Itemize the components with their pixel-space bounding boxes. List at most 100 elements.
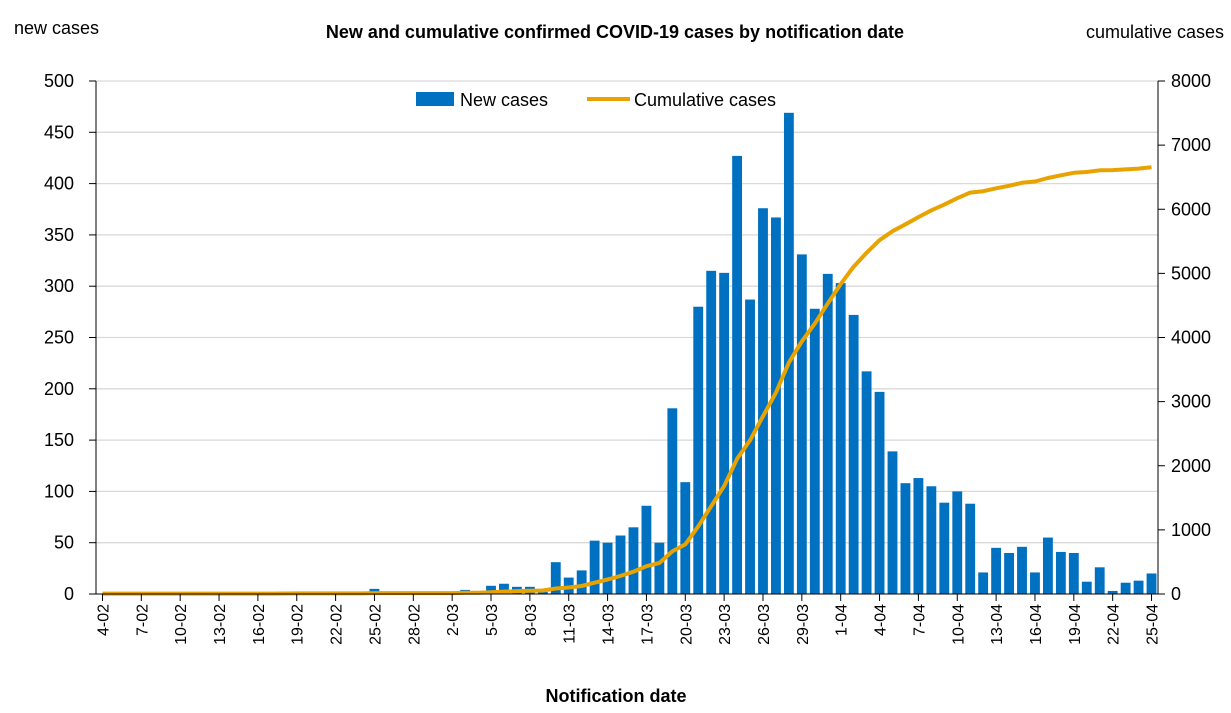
bar-new-cases — [1030, 572, 1040, 594]
right-tick-label: 4000 — [1171, 328, 1211, 348]
legend-label-new-cases: New cases — [460, 90, 548, 110]
bar-new-cases — [550, 562, 561, 594]
bar-new-cases — [1120, 582, 1131, 594]
x-tick-label: 13-04 — [989, 604, 1006, 645]
cumulative-cases-line — [102, 165, 1152, 596]
x-ticks: 4-02 7-02 10-02 13-02 16-02 19-02 22-02 25-02 28… — [96, 604, 1162, 645]
left-tick-label: 350 — [44, 225, 74, 245]
bar-new-cases — [719, 272, 730, 594]
x-tick-label: 23-03 — [717, 604, 734, 645]
x-tick-label: 1-04 — [834, 604, 851, 636]
x-tick-label: 28-02 — [406, 604, 423, 645]
bar-new-cases — [796, 254, 807, 595]
bar-new-cases — [1081, 581, 1092, 594]
bar-new-cases — [576, 570, 587, 594]
left-tick-label: 300 — [44, 276, 74, 296]
bar-new-cases — [1107, 590, 1118, 594]
x-tick-label: 17-03 — [639, 604, 656, 645]
left-y-ticks: 0 50 100 150 200 250 300 350 400 450 500 — [44, 71, 74, 604]
bar-new-cases — [861, 371, 872, 594]
bar-new-cases — [900, 483, 911, 594]
bar-new-cases — [771, 217, 781, 594]
legend-label-cumulative-cases: Cumulative cases — [634, 90, 776, 110]
x-tick-label: 25-04 — [1145, 604, 1162, 645]
bar-new-cases — [537, 591, 548, 594]
left-tick-label: 200 — [44, 379, 74, 399]
x-tick-label: 16-02 — [251, 604, 268, 645]
legend-swatch-new-cases — [416, 92, 454, 106]
bar-new-cases — [1133, 580, 1144, 594]
bar-new-cases — [926, 486, 937, 594]
x-tick-label: 29-03 — [795, 604, 812, 645]
x-tick-label: 5-03 — [484, 604, 501, 636]
left-tick-label: 500 — [44, 71, 74, 91]
x-tick-label: 22-02 — [329, 604, 346, 645]
right-tick-label: 1000 — [1171, 520, 1211, 540]
right-axis-unit: cumulative cases — [1086, 22, 1224, 42]
bar-new-cases — [1068, 552, 1079, 594]
bar-new-cases — [499, 583, 509, 594]
gridlines — [96, 80, 1158, 544]
x-tick-label: 7-02 — [134, 604, 151, 636]
bar-new-cases — [602, 542, 613, 594]
x-tick-label: 25-02 — [368, 604, 385, 645]
bar-new-cases — [706, 270, 717, 594]
bar-new-cases — [965, 503, 976, 594]
left-tick-label: 0 — [64, 584, 74, 604]
bar-new-cases — [680, 482, 691, 594]
bar-new-cases — [1004, 552, 1014, 594]
bar-new-cases — [654, 542, 665, 594]
bar-new-cases — [978, 572, 989, 594]
x-tick-label: 19-04 — [1067, 604, 1084, 645]
left-tick-label: 400 — [44, 174, 74, 194]
bar-new-cases — [1146, 573, 1157, 594]
x-tick-label: 20-03 — [678, 604, 695, 645]
x-tick-label: 16-04 — [1028, 604, 1045, 645]
bar-new-cases — [809, 308, 820, 594]
bar-new-cases — [641, 505, 652, 594]
left-tick-label: 150 — [44, 430, 74, 450]
left-tick-label: 50 — [54, 533, 74, 553]
bar-new-cases — [758, 208, 768, 594]
left-tick-label: 100 — [44, 481, 74, 501]
left-axis-unit: new cases — [14, 18, 99, 38]
x-tick-label: 14-03 — [601, 604, 618, 645]
x-tick-label: 10-02 — [173, 604, 190, 645]
bar-new-cases — [1017, 546, 1027, 594]
x-tick-label: 26-03 — [756, 604, 773, 645]
bar-new-cases — [952, 491, 963, 594]
x-tick-label: 10-04 — [950, 604, 967, 645]
bar-new-cases — [732, 155, 743, 594]
bar-new-cases — [1055, 551, 1066, 594]
bar-new-cases — [939, 502, 950, 594]
x-tick-label: 4-04 — [873, 604, 890, 636]
bar-new-cases — [615, 535, 626, 594]
bar-new-cases — [589, 540, 600, 594]
x-tick-label: 22-04 — [1106, 604, 1123, 645]
bar-new-cases — [991, 547, 1002, 594]
right-tick-label: 6000 — [1171, 199, 1211, 219]
bar-new-cases — [486, 585, 496, 594]
bar-new-cases — [1042, 537, 1053, 594]
chart-title: New and cumulative confirmed COVID-19 ca… — [326, 22, 904, 42]
x-tick-label: 2-03 — [445, 604, 462, 636]
bar-new-cases — [913, 478, 924, 594]
legend: New cases Cumulative cases — [416, 90, 776, 110]
right-y-ticks: 0 1000 2000 3000 4000 5000 6000 7000 8000 — [1171, 71, 1211, 604]
right-tick-label: 2000 — [1171, 456, 1211, 476]
bar-new-cases — [1094, 567, 1105, 594]
axes — [89, 80, 1165, 601]
right-tick-label: 7000 — [1171, 135, 1211, 155]
new-cases-bars — [265, 112, 1157, 595]
bar-new-cases — [745, 299, 755, 594]
left-tick-label: 250 — [44, 328, 74, 348]
right-tick-label: 5000 — [1171, 263, 1211, 283]
bar-new-cases — [887, 451, 898, 594]
x-tick-label: 19-02 — [290, 604, 307, 645]
bar-new-cases — [667, 408, 678, 594]
x-tick-label: 13-02 — [212, 604, 229, 645]
right-tick-label: 8000 — [1171, 71, 1211, 91]
right-tick-label: 0 — [1171, 584, 1181, 604]
bar-new-cases — [874, 391, 885, 594]
